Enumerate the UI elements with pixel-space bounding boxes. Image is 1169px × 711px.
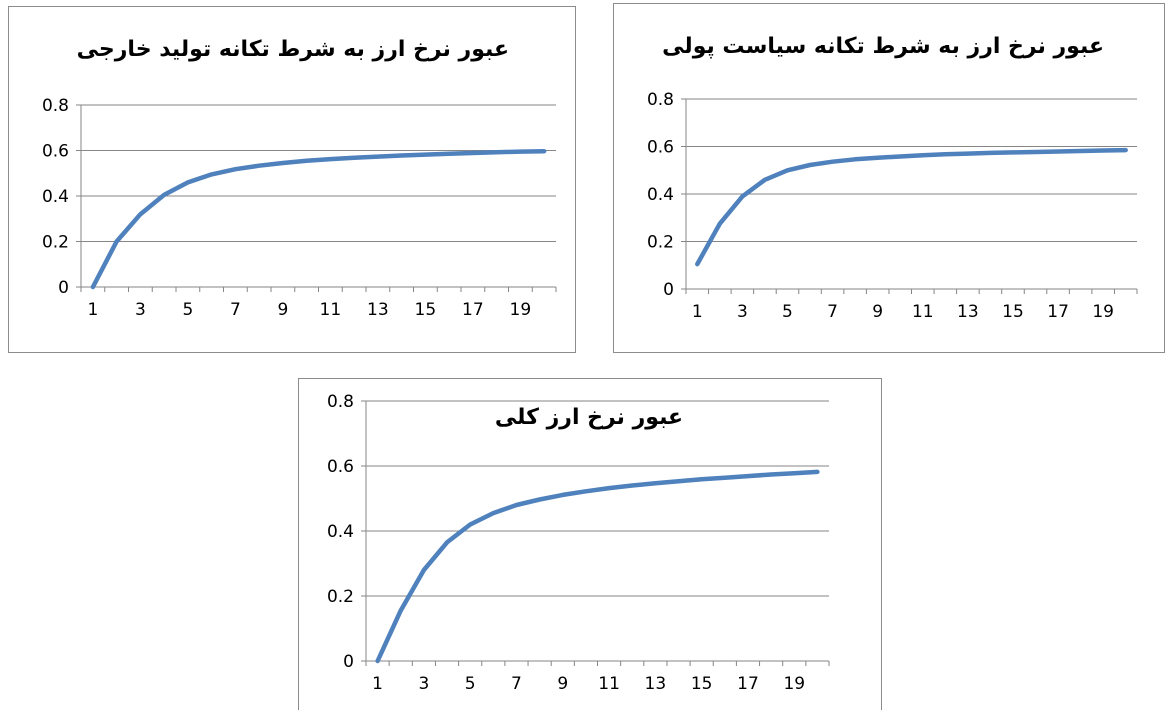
x-tick-label: 13 — [957, 302, 979, 322]
x-tick-label: 11 — [320, 300, 342, 320]
series-line — [375, 469, 820, 664]
y-tick-label: 0.6 — [647, 138, 674, 158]
y-tick-label: 0.8 — [327, 392, 354, 412]
x-tick-label: 3 — [418, 674, 429, 694]
y-tick-label: 0.4 — [647, 185, 674, 205]
chart-title: عبور نرخ ارز به شرط تکانه تولید خارجی — [76, 37, 509, 62]
y-tick-label: 0.4 — [327, 522, 354, 542]
x-tick-label: 15 — [691, 674, 713, 694]
series-line — [695, 147, 1128, 267]
x-tick-label: 3 — [135, 300, 146, 320]
y-tick-label: 0.8 — [647, 90, 674, 110]
chart-svg: 00.20.40.60.81 3 5 7 9 11 13 15 17 19 — [42, 96, 557, 320]
y-tick-label: 0.4 — [42, 187, 69, 207]
x-tick-label: 7 — [511, 674, 522, 694]
y-tick-label: 0.8 — [42, 96, 69, 116]
chart-overall-pass-through: 0 0.2 0.4 0.6 0.8 1 3 5 7 9 11 13 15 17 19 عبور نرخ ار… — [298, 378, 882, 710]
x-tick-label: 9 — [557, 674, 568, 694]
x-tick-label: 9 — [872, 302, 883, 322]
y-tick-label: 0.6 — [327, 457, 354, 477]
x-tick-label: 11 — [598, 674, 620, 694]
x-tick-label: 11 — [912, 302, 934, 322]
x-tick-label: 5 — [465, 674, 476, 694]
x-tick-label: 19 — [783, 674, 805, 694]
x-tick-label: 15 — [415, 300, 437, 320]
y-tick-label: 0 — [58, 278, 69, 298]
x-tick-label: 1 — [372, 674, 383, 694]
y-tick-label: 0.2 — [647, 233, 674, 253]
x-tick-label: 1 — [87, 300, 98, 320]
x-tick-label: 5 — [782, 302, 793, 322]
x-tick-label: 17 — [462, 300, 484, 320]
chart-title: عبور نرخ ارز به شرط تکانه سیاست پولی — [662, 34, 1104, 59]
series-line — [90, 148, 547, 290]
x-tick-label: 9 — [277, 300, 288, 320]
x-tick-label: 19 — [510, 300, 532, 320]
chart-monetary-policy-shock: عبور نرخ ارز به شرط تکانه سیاست پولی 0 0.… — [613, 3, 1165, 353]
x-tick-label: 15 — [1002, 302, 1024, 322]
x-tick-label: 13 — [367, 300, 389, 320]
x-tick-label: 5 — [182, 300, 193, 320]
chart-foreign-output-shock: عبور نرخ ارز به شرط تکانه تولید خارجی 0 0… — [8, 6, 576, 353]
x-tick-label: 19 — [1092, 302, 1114, 322]
chart-svg: 00.20.40.60.81 3 5 7 9 11 13 15 17 19 — [327, 392, 830, 694]
chart-svg: 00.20.40.60.81 3 5 7 9 11 13 15 17 19 — [647, 90, 1138, 322]
y-tick-label: 0.2 — [42, 233, 69, 253]
x-tick-label: 7 — [230, 300, 241, 320]
y-tick-label: 0 — [343, 652, 354, 672]
x-tick-label: 1 — [692, 302, 703, 322]
x-tick-label: 13 — [645, 674, 667, 694]
x-tick-label: 17 — [1047, 302, 1069, 322]
chart-title: عبور نرخ ارز کلی — [494, 405, 684, 430]
x-tick-label: 7 — [827, 302, 838, 322]
y-tick-label: 0 — [663, 280, 674, 300]
y-tick-label: 0.2 — [327, 587, 354, 607]
y-tick-label: 0.6 — [42, 142, 69, 162]
x-tick-label: 3 — [737, 302, 748, 322]
x-tick-label: 17 — [737, 674, 759, 694]
